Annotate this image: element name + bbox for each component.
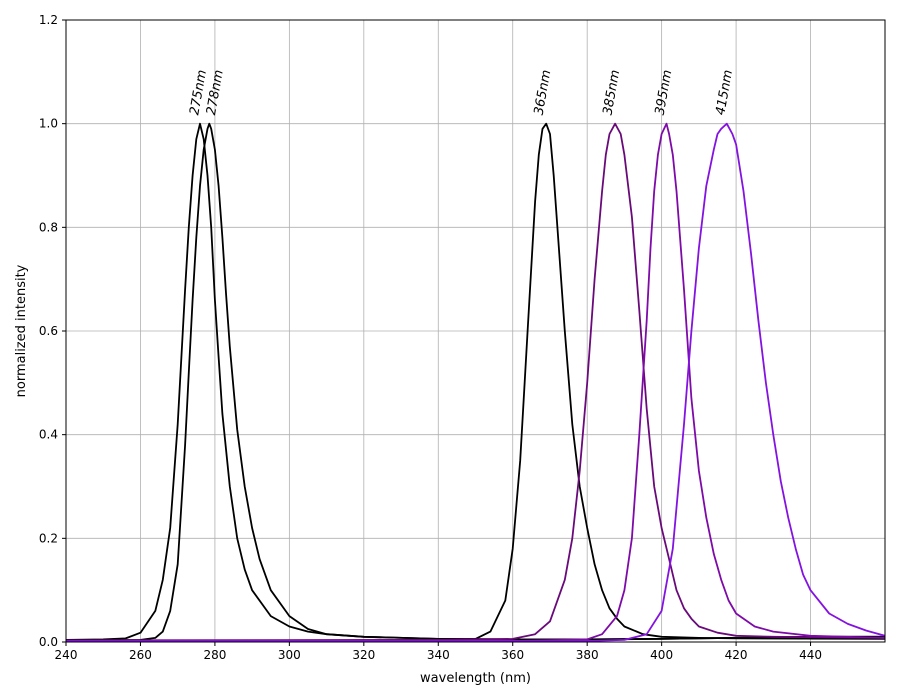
peak-label-385nm: 385nm — [601, 69, 624, 117]
x-tick-label: 380 — [576, 648, 599, 662]
peak-label-395nm: 395nm — [653, 69, 676, 117]
series-line-415nm — [66, 122, 886, 642]
x-tick-label: 320 — [352, 648, 375, 662]
x-tick-label: 240 — [55, 648, 78, 662]
y-tick-label: 1.0 — [39, 117, 58, 131]
y-tick-label: 0.6 — [39, 324, 58, 338]
x-axis-label: wavelength (nm) — [420, 671, 531, 686]
x-tick-label: 400 — [650, 648, 673, 662]
y-tick-label: 0.0 — [39, 635, 58, 649]
series-line-365nm — [66, 122, 886, 642]
y-tick-label: 1.2 — [39, 13, 58, 27]
peak-label-415nm: 415nm — [713, 69, 736, 117]
peak-label-365nm: 365nm — [532, 69, 555, 117]
x-tick-label: 360 — [501, 648, 524, 662]
x-axis: 240 260 280 300 320 340 360 380 400 420 440 — [55, 642, 822, 662]
x-tick-label: 300 — [278, 648, 301, 662]
y-tick-label: 0.2 — [39, 531, 58, 545]
y-axis-label: normalized intensity — [14, 264, 29, 397]
x-tick-label: 440 — [799, 648, 822, 662]
x-tick-label: 340 — [427, 648, 450, 662]
series-line-278nm — [65, 122, 885, 642]
series-line-385nm — [65, 122, 886, 642]
y-axis: 0.0 0.2 0.4 0.6 0.8 1.0 1.2 — [39, 13, 66, 649]
y-tick-label: 0.4 — [39, 428, 58, 442]
series-group — [65, 122, 886, 642]
series-line-395nm — [66, 122, 886, 642]
y-tick-label: 0.8 — [39, 220, 58, 234]
x-tick-label: 260 — [129, 648, 152, 662]
x-tick-label: 280 — [203, 648, 226, 662]
x-tick-label: 420 — [725, 648, 748, 662]
